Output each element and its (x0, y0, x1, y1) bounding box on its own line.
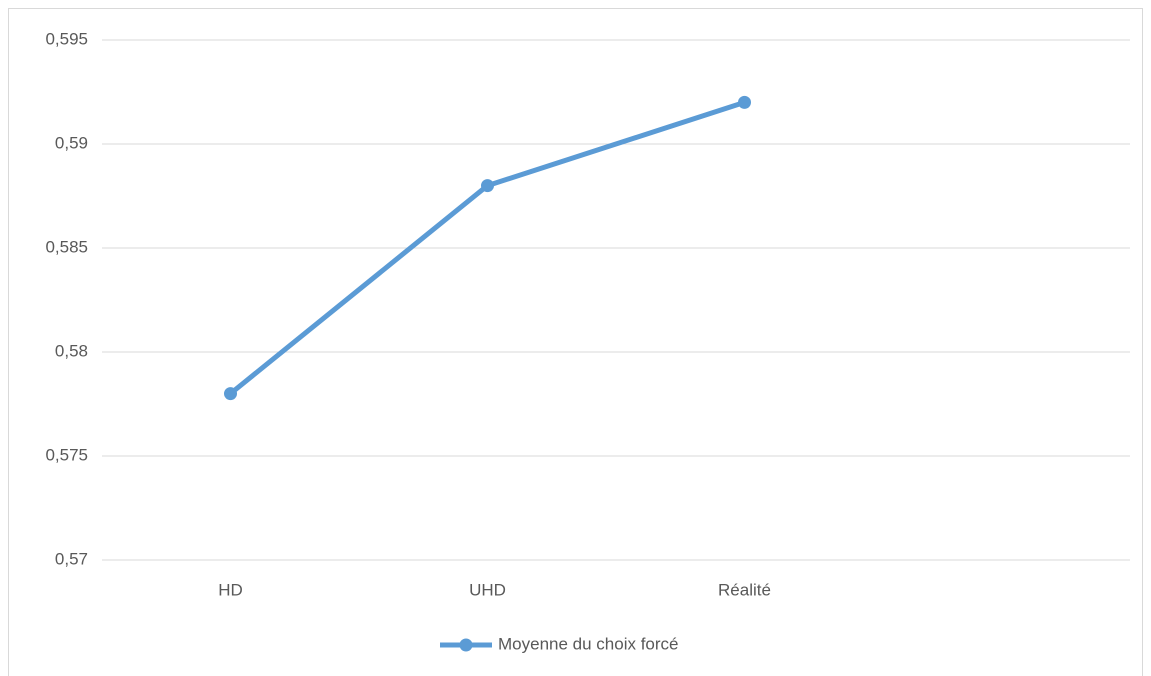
y-tick-label: 0,575 (45, 445, 88, 464)
y-tick-label: 0,585 (45, 237, 88, 256)
chart-frame (8, 8, 1143, 676)
x-tick-label: Réalité (718, 580, 771, 599)
y-tick-label: 0,57 (55, 549, 88, 568)
x-tick-label: UHD (469, 580, 506, 599)
data-point (224, 387, 237, 401)
y-tick-label: 0,595 (45, 29, 88, 48)
legend-label: Moyenne du choix forcé (498, 634, 679, 653)
y-tick-label: 0,58 (55, 341, 88, 360)
data-point (481, 179, 494, 193)
legend-marker (459, 638, 473, 652)
y-tick-label: 0,59 (55, 133, 88, 152)
data-point (738, 95, 751, 109)
x-tick-label: HD (218, 580, 243, 599)
